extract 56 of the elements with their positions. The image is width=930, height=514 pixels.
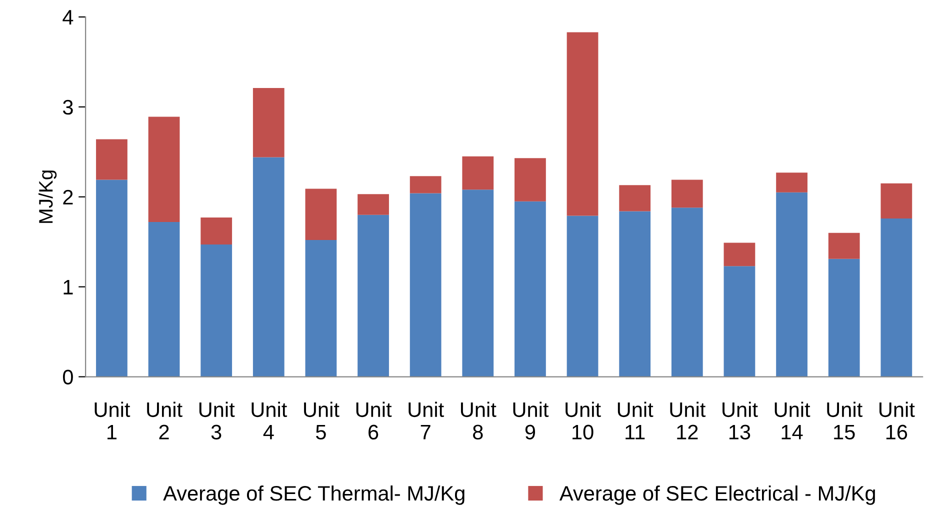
bar <box>566 32 598 216</box>
y-tick-label: 3 <box>62 100 73 115</box>
x-tick-label: Unit 1 <box>94 402 130 440</box>
x-tick-label: Unit 14 <box>774 402 810 440</box>
bar <box>96 139 128 180</box>
bar <box>200 218 232 245</box>
x-tick-label: Unit 3 <box>199 402 235 440</box>
bar <box>305 240 337 377</box>
legend-label: Average of SEC Electrical - MJ/Kg <box>559 485 875 505</box>
x-tick-label: Unit 6 <box>356 402 392 440</box>
bar <box>724 242 756 266</box>
bar <box>252 88 284 158</box>
bar <box>724 266 756 377</box>
x-tick-label: Unit 5 <box>304 402 340 440</box>
x-tick-label: Unit 2 <box>147 402 182 440</box>
x-tick-label: Unit 9 <box>513 402 549 440</box>
x-tick-label: Unit 4 <box>252 402 288 440</box>
bar <box>671 180 703 208</box>
bar <box>96 180 128 377</box>
x-tick-label: Unit 7 <box>408 402 444 440</box>
bar <box>358 194 389 215</box>
y-tick-label: 2 <box>63 190 73 204</box>
bar <box>514 158 546 202</box>
x-tick-label: Unit 8 <box>460 402 496 440</box>
bar <box>462 190 494 377</box>
bar <box>252 157 284 377</box>
bar <box>776 192 808 377</box>
bar <box>410 193 442 377</box>
bar <box>671 208 703 377</box>
x-tick-label: Unit 16 <box>879 402 915 440</box>
y-tick-label: 0 <box>62 370 73 385</box>
y-tick-label: 4 <box>62 10 74 25</box>
bar <box>410 176 442 194</box>
bar <box>880 183 912 218</box>
bar <box>305 188 337 240</box>
bar <box>619 185 651 212</box>
bar <box>776 172 808 192</box>
bar <box>358 214 389 377</box>
bar <box>880 218 912 377</box>
legend-label: Average of SEC Thermal- MJ/Kg <box>163 485 464 505</box>
y-tick-label: 1 <box>64 280 73 294</box>
bar <box>828 258 860 377</box>
y-axis-title: MJ/Kg <box>38 170 57 223</box>
x-tick-label: Unit 10 <box>566 402 601 440</box>
bar <box>514 201 546 377</box>
bar <box>566 216 598 377</box>
bar <box>148 222 180 377</box>
x-tick-label: Unit 11 <box>618 402 654 440</box>
bar <box>462 156 494 190</box>
bar <box>619 211 651 377</box>
bar <box>828 232 860 259</box>
bar <box>148 116 180 222</box>
x-tick-label: Unit 15 <box>827 402 862 440</box>
x-tick-label: Unit 12 <box>670 402 706 440</box>
bar <box>200 244 232 377</box>
x-tick-label: Unit 13 <box>722 402 758 440</box>
